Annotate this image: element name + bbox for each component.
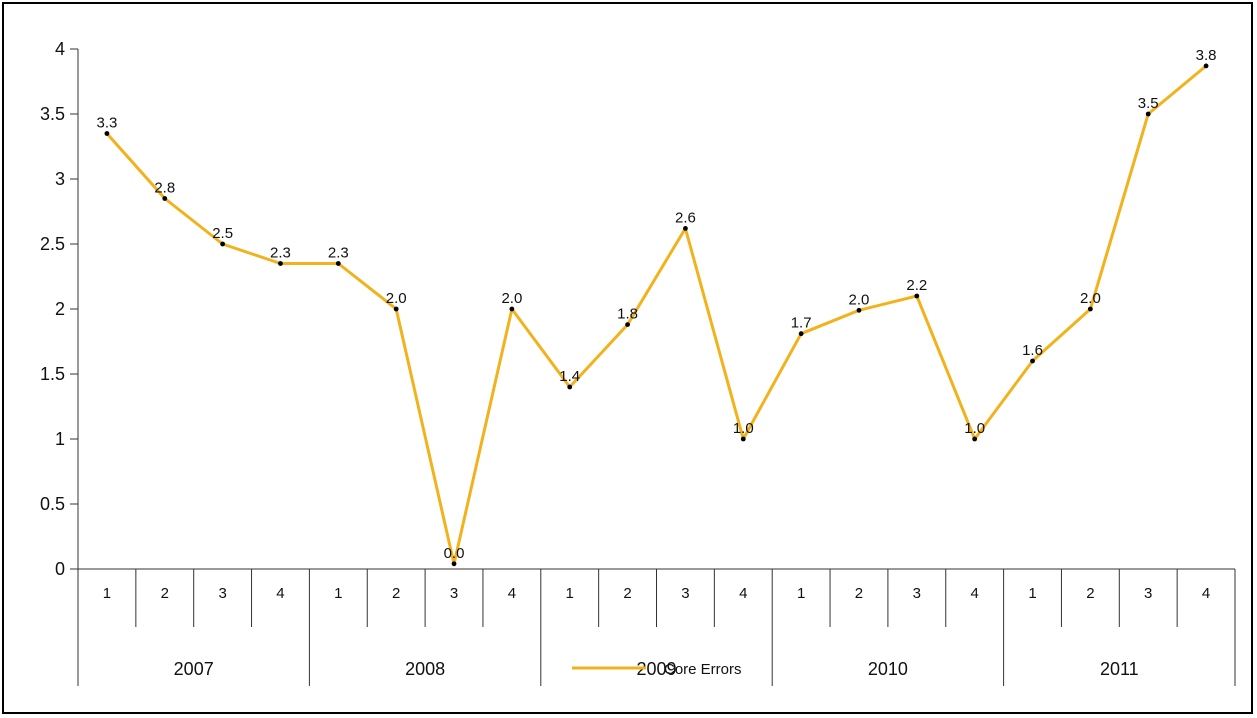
x-quarter-label: 1 — [566, 585, 574, 602]
data-point — [278, 261, 283, 266]
data-label: 1.8 — [617, 306, 638, 323]
x-quarter-label: 4 — [508, 585, 516, 602]
x-axis: 1 2 3 4 2007 1 2 3 4 2008 1 2 3 4 2009 1 2 3 4 2010 1 2 3 4 2011 — [77, 568, 1236, 686]
y-tick-label: 2 — [55, 299, 65, 319]
data-label: 2.8 — [154, 180, 175, 197]
data-label: 2.0 — [386, 290, 407, 307]
data-point — [914, 293, 920, 299]
y-tick-label: 1.5 — [40, 364, 65, 384]
x-quarter-label: 4 — [971, 585, 979, 602]
data-label: 0.0 — [444, 545, 465, 562]
data-point — [740, 436, 746, 442]
data-point — [1145, 111, 1151, 117]
x-quarter-label: 2 — [623, 585, 631, 602]
data-point — [567, 384, 573, 390]
data-point — [625, 322, 630, 327]
data-point — [1203, 63, 1209, 69]
data-label: 2.5 — [212, 225, 233, 242]
x-quarter-label: 1 — [1028, 585, 1036, 602]
x-quarter-label: 1 — [797, 585, 805, 602]
data-label: 1.4 — [559, 368, 580, 385]
x-quarter-label: 4 — [276, 585, 284, 602]
data-label: 2.0 — [501, 290, 522, 307]
x-quarter-label: 3 — [913, 585, 921, 602]
data-label: 2.3 — [328, 245, 349, 262]
legend: Core Errors — [572, 661, 742, 678]
x-quarter-label: 4 — [739, 585, 747, 602]
x-quarter-label: 2 — [855, 585, 863, 602]
data-label: 2.3 — [270, 245, 291, 262]
x-quarter-label: 4 — [1202, 585, 1210, 602]
data-point — [451, 561, 457, 567]
data-point — [1087, 306, 1093, 312]
data-point — [104, 131, 110, 136]
legend-label: Core Errors — [664, 661, 742, 678]
x-year-label: 2010 — [868, 659, 908, 679]
data-point — [393, 306, 399, 312]
data-label: 2.6 — [675, 209, 696, 226]
series-line — [105, 64, 1208, 566]
data-point — [335, 261, 341, 266]
data-point — [798, 331, 804, 337]
data-label: 1.0 — [733, 420, 754, 437]
data-label: 1.0 — [964, 420, 985, 437]
x-quarter-label: 2 — [161, 585, 169, 602]
data-point — [972, 436, 978, 442]
x-quarter-label: 1 — [334, 585, 342, 602]
data-point — [856, 307, 862, 313]
data-label: 2.0 — [849, 291, 870, 308]
data-point — [162, 196, 168, 201]
x-year-label: 2011 — [1100, 659, 1139, 679]
data-label: 1.6 — [1022, 342, 1043, 359]
data-label: 2.2 — [906, 277, 927, 294]
y-axis: 0 0.5 1 1.5 2 2.5 3 3.5 4 — [40, 39, 79, 579]
x-quarter-label: 3 — [681, 585, 689, 602]
x-year-label: 2007 — [174, 659, 214, 679]
y-tick-label: 0 — [55, 559, 65, 579]
data-point — [1030, 358, 1035, 364]
data-point — [683, 226, 688, 231]
x-year-label: 2008 — [405, 659, 445, 679]
x-quarter-label: 2 — [392, 585, 400, 602]
y-tick-label: 0.5 — [40, 494, 65, 514]
x-quarter-label: 3 — [450, 585, 458, 602]
data-label: 3.3 — [96, 115, 117, 132]
x-quarter-label: 3 — [218, 585, 226, 602]
x-quarter-label: 2 — [1086, 585, 1094, 602]
data-label: 1.7 — [791, 315, 812, 332]
data-label: 3.5 — [1138, 95, 1159, 112]
y-tick-label: 2.5 — [40, 234, 65, 254]
data-label: 3.8 — [1196, 47, 1217, 64]
y-tick-label: 3.5 — [40, 104, 65, 124]
y-tick-label: 1 — [55, 429, 65, 449]
x-quarter-label: 1 — [103, 585, 111, 602]
y-tick-label: 4 — [55, 39, 65, 59]
series-layer: 3.3 2.8 2.5 2.3 2.3 2.0 0.0 2.0 1.4 1.8 2.6 1.0 1.7 2… — [96, 47, 1217, 567]
data-point — [509, 306, 515, 312]
x-quarter-label: 3 — [1144, 585, 1152, 602]
data-label: 2.0 — [1080, 290, 1101, 307]
x-year-label: 2009 — [636, 659, 676, 679]
y-tick-label: 3 — [55, 169, 65, 189]
data-point — [220, 241, 226, 247]
